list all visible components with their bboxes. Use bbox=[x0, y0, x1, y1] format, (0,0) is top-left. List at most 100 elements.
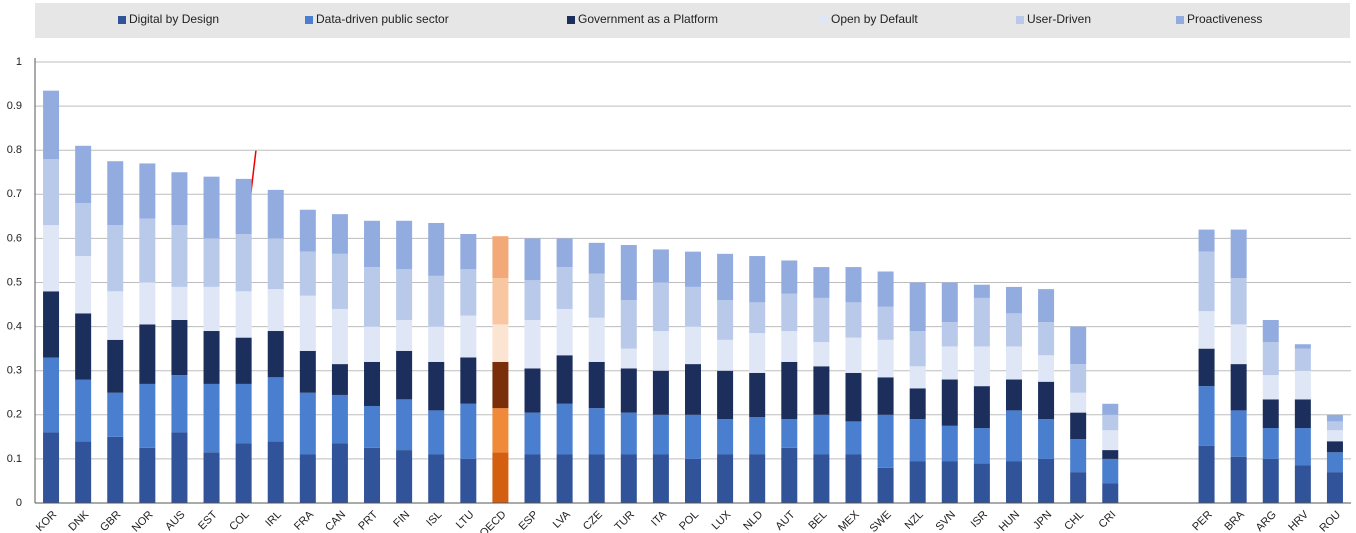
bar-segment bbox=[1326, 441, 1343, 453]
bar-segment bbox=[1294, 370, 1311, 400]
bar-segment bbox=[267, 331, 284, 378]
bar-segment bbox=[1070, 412, 1087, 440]
bar-segment bbox=[781, 447, 798, 503]
x-tick-label: PER bbox=[1190, 509, 1215, 533]
bar-segment bbox=[428, 410, 445, 455]
x-tick-label: BEL bbox=[806, 509, 829, 532]
bar-segment bbox=[845, 337, 862, 373]
bar-segment bbox=[235, 291, 252, 338]
x-tick-label: HUN bbox=[997, 509, 1022, 533]
bar-segment bbox=[652, 370, 669, 415]
bar-segment bbox=[652, 249, 669, 283]
bar-segment bbox=[556, 267, 573, 309]
x-tick-label: CAN bbox=[323, 509, 348, 533]
x-tick-label: CRI bbox=[1097, 509, 1119, 531]
bar-segment bbox=[909, 461, 926, 503]
bar-segment bbox=[139, 163, 156, 219]
bar-segment bbox=[973, 346, 990, 387]
bar-segment bbox=[107, 161, 124, 226]
bar-segment bbox=[75, 441, 92, 503]
bar-segment bbox=[909, 331, 926, 367]
bar-segment bbox=[1102, 414, 1119, 431]
bar-segment bbox=[909, 419, 926, 462]
bar-segment bbox=[492, 324, 509, 362]
bar-segment bbox=[1262, 342, 1279, 376]
bar-segment bbox=[364, 220, 381, 268]
bar-segment bbox=[364, 326, 381, 362]
x-tick-label: LUX bbox=[710, 508, 734, 532]
y-tick-label: 0.5 bbox=[7, 276, 22, 288]
bar-segment bbox=[331, 308, 348, 365]
x-tick-label: AUT bbox=[773, 508, 797, 532]
y-tick-label: 0.9 bbox=[7, 100, 22, 112]
y-tick-label: 1 bbox=[16, 56, 22, 68]
bar-segment bbox=[749, 256, 766, 303]
bar-segment bbox=[813, 267, 830, 298]
bar-segment bbox=[1294, 399, 1311, 429]
bar-segment bbox=[1005, 346, 1022, 380]
bar-segment bbox=[941, 282, 958, 323]
bar-segment bbox=[877, 467, 894, 503]
bar-segment bbox=[1070, 364, 1087, 393]
bar-segment bbox=[139, 282, 156, 325]
bar-segment bbox=[1326, 414, 1343, 422]
bar-segment bbox=[941, 346, 958, 380]
bar-segment bbox=[267, 377, 284, 442]
y-tick-label: 0.8 bbox=[7, 144, 22, 156]
bar-segment bbox=[717, 454, 734, 503]
legend-swatch bbox=[1016, 16, 1024, 24]
bar-segment bbox=[171, 375, 188, 433]
bar-segment bbox=[1230, 456, 1247, 503]
bar-segment bbox=[1070, 439, 1087, 473]
bar-segment bbox=[492, 408, 509, 453]
y-tick-label: 0.2 bbox=[7, 409, 22, 421]
bar-segment bbox=[588, 242, 605, 274]
y-tick-label: 0.3 bbox=[7, 365, 22, 377]
bar-segment bbox=[1005, 410, 1022, 462]
bar-segment bbox=[203, 383, 220, 453]
x-tick-label: COL bbox=[227, 509, 251, 533]
bar-segment bbox=[909, 366, 926, 389]
bar-segment bbox=[171, 319, 188, 376]
legend-swatch bbox=[118, 16, 126, 24]
bar-segment bbox=[813, 454, 830, 503]
bar-segment bbox=[588, 273, 605, 318]
bar-segment bbox=[235, 233, 252, 292]
bar-segment bbox=[781, 331, 798, 362]
bar-segment bbox=[107, 225, 124, 292]
bar-segment bbox=[1198, 348, 1215, 387]
bar-segment bbox=[460, 269, 477, 316]
bar-segment bbox=[620, 245, 637, 301]
bar-segment bbox=[1262, 375, 1279, 400]
bar-segment bbox=[524, 280, 541, 320]
bar-segment bbox=[1102, 458, 1119, 484]
bar-segment bbox=[524, 412, 541, 455]
legend-background bbox=[35, 3, 1350, 38]
bar-segment bbox=[1198, 229, 1215, 252]
bar-segment bbox=[1326, 452, 1343, 473]
bar-segment bbox=[620, 412, 637, 455]
bar-segment bbox=[1005, 461, 1022, 503]
bar-segment bbox=[1005, 313, 1022, 347]
x-tick-label: PRT bbox=[356, 509, 380, 533]
bar-segment bbox=[1294, 428, 1311, 466]
bar-segment bbox=[1230, 324, 1247, 365]
bar-segment bbox=[139, 324, 156, 384]
bar-segment bbox=[1294, 465, 1311, 503]
bar-segment bbox=[909, 388, 926, 420]
bar-segment bbox=[1326, 430, 1343, 442]
bar-segment bbox=[460, 403, 477, 459]
legend-label: Proactiveness bbox=[1187, 12, 1262, 26]
bar-segment bbox=[845, 421, 862, 455]
bar-segment bbox=[588, 454, 605, 503]
bar-segment bbox=[749, 417, 766, 455]
bar-segment bbox=[428, 326, 445, 362]
bar-segment bbox=[267, 189, 284, 239]
bar-segment bbox=[139, 447, 156, 503]
bar-segment bbox=[43, 90, 60, 160]
bar-segment bbox=[941, 322, 958, 347]
bar-segment bbox=[909, 282, 926, 332]
bar-segment bbox=[428, 454, 445, 503]
bar-segment bbox=[492, 361, 509, 409]
bar-segment bbox=[685, 414, 701, 459]
